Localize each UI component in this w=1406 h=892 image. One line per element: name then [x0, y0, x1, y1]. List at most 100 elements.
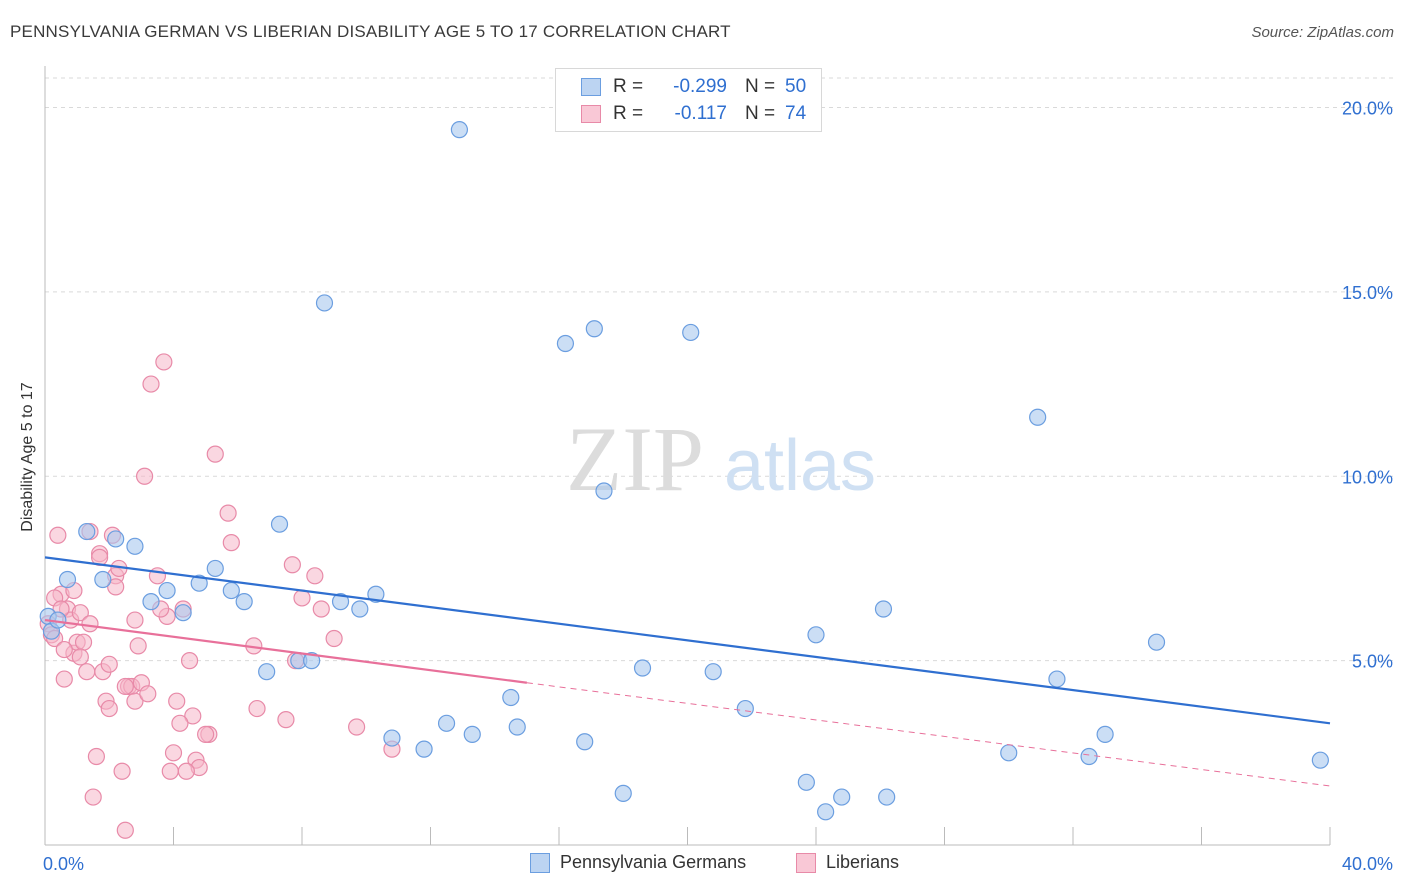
pennsylvania-germans-point — [258, 663, 276, 681]
pennsylvania-germans-point — [736, 699, 754, 718]
liberians-point — [100, 655, 118, 673]
legend-label: Liberians — [826, 852, 900, 872]
pennsylvania-germans-point — [158, 581, 176, 600]
watermark-atlas: atlas — [724, 426, 876, 506]
liberians-trend-extension — [526, 682, 1331, 787]
n-value: 50 — [785, 76, 807, 97]
liberians-point — [135, 467, 154, 485]
liberians-point — [142, 375, 160, 393]
legend-item-pennsylvania-germans[interactable]: Pennsylvania Germans — [530, 852, 746, 873]
trend-lines — [44, 556, 1331, 787]
pennsylvania-germans-point — [585, 320, 603, 338]
blue-swatch — [581, 78, 601, 96]
liberians-point — [71, 648, 89, 666]
pink-swatch — [581, 105, 601, 123]
liberians-point — [87, 747, 106, 766]
liberians-point — [177, 762, 195, 780]
pennsylvania-germans-point — [174, 604, 192, 622]
blue-swatch — [530, 852, 550, 873]
chart-title: PENNSYLVANIA GERMAN VS LIBERIAN DISABILI… — [10, 22, 731, 41]
pennsylvania-germans-point — [270, 515, 289, 533]
liberians-point — [116, 677, 134, 696]
liberians-point — [84, 788, 102, 806]
pennsylvania-germans-point — [206, 559, 224, 578]
pennsylvania-germans-points — [39, 121, 1329, 821]
pennsylvania-germans-point — [1000, 744, 1018, 762]
pennsylvania-germans-point — [315, 294, 334, 312]
liberians-point — [129, 637, 147, 655]
pennsylvania-germans-point — [126, 537, 144, 555]
r-value: -0.117 — [674, 103, 727, 124]
pink-swatch — [796, 852, 816, 873]
pennsylvania-germans-point — [94, 570, 112, 589]
legend-row-liberians: R = -0.117 N = 74 — [581, 101, 806, 127]
stats-legend: R = -0.299 N = 50 R = -0.117 N = 74 — [555, 68, 822, 132]
pennsylvania-germans-point — [817, 803, 835, 821]
liberians-point — [222, 534, 240, 552]
liberians-point — [180, 652, 199, 670]
pennsylvania-germans-point — [351, 600, 369, 618]
liberians-point — [116, 821, 134, 839]
pennsylvania-germans-trend-line — [44, 556, 1331, 725]
pennsylvania-germans-point — [303, 652, 321, 670]
tick-labels: 5.0% 10.0% 15.0% 20.0% 0.0% 40.0% — [43, 99, 1393, 875]
pennsylvania-germans-point — [576, 733, 594, 751]
pennsylvania-germans-point — [1080, 747, 1098, 766]
liberians-point — [248, 699, 266, 718]
pennsylvania-germans-point — [222, 581, 240, 600]
liberians-point — [219, 504, 237, 522]
axes — [44, 66, 1331, 846]
pennsylvania-germans-point — [1311, 751, 1329, 769]
liberians-point — [168, 692, 186, 710]
liberians-point — [55, 640, 73, 659]
pennsylvania-germans-point — [142, 593, 160, 611]
liberians-point — [49, 526, 67, 544]
liberians-trend-line — [44, 618, 528, 684]
pennsylvania-germans-point — [833, 788, 851, 806]
liberians-point — [78, 663, 96, 681]
pennsylvania-germans-point — [797, 773, 815, 791]
legend-row-pennsylvania-germans: R = -0.299 N = 50 — [581, 74, 806, 100]
liberians-point — [71, 604, 89, 622]
pennsylvania-germans-point — [463, 725, 481, 743]
pennsylvania-germans-point — [107, 530, 125, 548]
liberians-point — [197, 725, 215, 743]
gridlines — [45, 77, 1395, 662]
pennsylvania-germans-point — [331, 593, 350, 611]
liberians-point — [171, 714, 189, 732]
liberians-point — [126, 611, 144, 629]
liberians-point — [306, 567, 324, 585]
n-label: N = — [745, 103, 776, 124]
liberians-point — [312, 600, 330, 618]
liberians-point — [107, 578, 125, 596]
pennsylvania-germans-point — [450, 121, 469, 139]
liberians-point — [184, 707, 202, 725]
liberians-point — [325, 629, 343, 648]
x-tick-label: 0.0% — [43, 854, 84, 874]
pennsylvania-germans-point — [1096, 725, 1114, 743]
liberians-point — [161, 762, 179, 780]
liberians-point — [113, 762, 131, 780]
source-credit: Source: ZipAtlas.com — [1251, 24, 1394, 41]
n-value: 74 — [785, 103, 807, 124]
pennsylvania-germans-point — [556, 334, 575, 353]
liberians-point — [100, 699, 118, 718]
pennsylvania-germans-point — [682, 323, 700, 342]
r-label: R = — [613, 76, 644, 97]
pennsylvania-germans-point — [595, 482, 613, 500]
x-tick-label: 40.0% — [1342, 854, 1393, 874]
pennsylvania-germans-point — [704, 663, 722, 681]
pennsylvania-germans-point — [383, 729, 401, 747]
pennsylvania-germans-point — [1029, 408, 1047, 426]
pennsylvania-germans-point — [58, 570, 77, 589]
pennsylvania-germans-point — [415, 740, 433, 758]
watermark-zip: ZIP — [566, 408, 704, 510]
pennsylvania-germans-point — [878, 788, 896, 806]
legend-item-liberians[interactable]: Liberians — [796, 852, 899, 873]
n-label: N = — [745, 76, 776, 97]
pennsylvania-germans-point — [367, 585, 385, 603]
pennsylvania-germans-point — [437, 714, 456, 732]
pennsylvania-germans-point — [1048, 670, 1066, 688]
r-label: R = — [613, 103, 644, 124]
